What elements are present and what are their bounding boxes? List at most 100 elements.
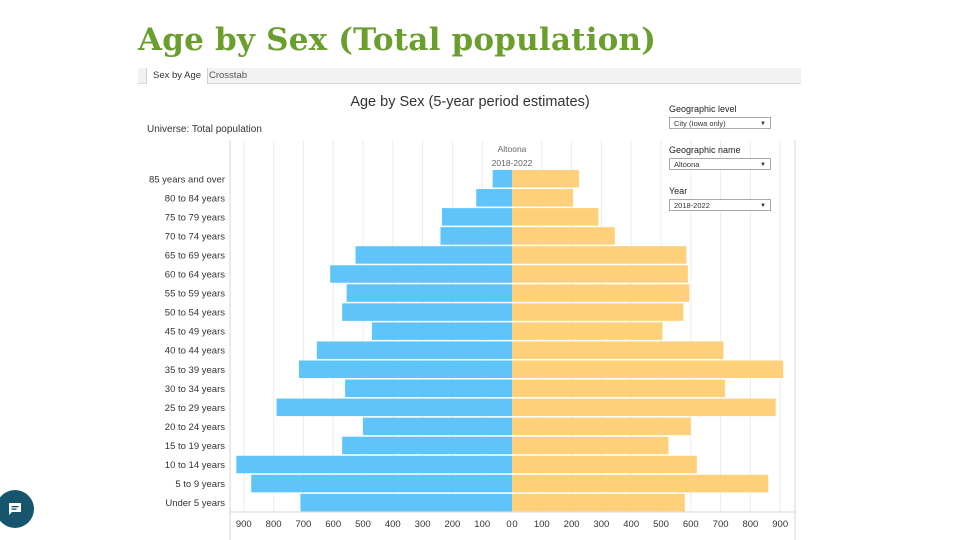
x-tick-label: 100 [474,519,490,530]
slide-title: Age by Sex (Total population) [138,22,657,58]
bar-male[interactable] [355,246,512,264]
chart-subtitle: Universe: Total population [147,124,262,135]
x-tick-label: 900 [236,519,252,530]
x-tick-label: 200 [564,519,580,530]
y-category-label: 65 to 69 years [165,250,225,261]
y-category-label: 75 to 79 years [165,212,225,223]
bar-male[interactable] [371,322,512,340]
x-tick-label: 900 [772,519,788,530]
bar-male[interactable] [236,455,512,474]
x-tick-label: 0 [512,519,517,530]
bar-female[interactable] [512,436,669,455]
y-category-label: 10 to 14 years [165,460,225,471]
y-category-label: 40 to 44 years [165,346,225,357]
x-tick-label: 300 [415,519,431,530]
bar-female[interactable] [512,284,690,302]
year-label: Year [669,186,688,196]
geographic-name-select[interactable]: Altoona ▼ [669,158,771,170]
bar-female[interactable] [512,493,685,512]
bar-female[interactable] [512,303,684,321]
bar-female[interactable] [512,246,687,264]
bar-female[interactable] [512,474,769,493]
bar-female[interactable] [512,417,691,436]
tab-sex-by-age[interactable]: Sex by Age [146,68,209,84]
geographic-level-label: Geographic level [669,104,737,114]
bar-female[interactable] [512,341,724,359]
bar-male[interactable] [476,189,512,207]
y-category-label: 80 to 84 years [165,193,225,204]
x-tick-label: 700 [295,519,311,530]
x-tick-label: 400 [385,519,401,530]
labels-layer: 900 800 700 600 500 400 300 200 100 0 0 100 200 300 40… [149,174,788,530]
x-tick-label: 0 [506,519,511,530]
bars-layer [236,170,784,512]
x-tick-label: 700 [713,519,729,530]
bar-male[interactable] [346,284,512,302]
bar-male[interactable] [492,170,512,188]
y-category-label: 70 to 74 years [165,231,225,242]
y-category-label: 20 to 24 years [165,422,225,433]
bar-female[interactable] [512,360,784,379]
chevron-down-icon: ▼ [760,203,766,209]
y-category-label: Under 5 years [165,498,225,509]
y-category-label: 25 to 29 years [165,403,225,414]
x-tick-label: 100 [534,519,550,530]
x-tick-label: 400 [623,519,639,530]
bar-male[interactable] [342,303,512,321]
bar-female[interactable] [512,322,663,340]
bar-male[interactable] [276,398,512,417]
x-tick-label: 500 [355,519,371,530]
bar-male[interactable] [342,436,512,455]
bar-female[interactable] [512,208,599,226]
bar-male[interactable] [330,265,512,283]
chevron-down-icon: ▼ [760,121,766,127]
chevron-down-icon: ▼ [760,162,766,168]
y-category-label: 60 to 64 years [165,270,225,281]
x-tick-label: 600 [683,519,699,530]
y-category-label: 55 to 59 years [165,289,225,300]
x-tick-label: 300 [593,519,609,530]
x-tick-label: 800 [742,519,758,530]
bar-female[interactable] [512,170,580,188]
bar-male[interactable] [345,379,512,398]
geographic-name-value: Altoona [674,160,700,169]
geographic-name-label: Geographic name [669,145,741,155]
header-period: 2018-2022 [492,158,533,168]
y-category-label: 15 to 19 years [165,441,225,452]
bar-male[interactable] [363,417,512,436]
bar-male[interactable] [298,360,512,379]
year-value: 2018-2022 [674,201,710,210]
bar-male[interactable] [440,227,512,245]
y-category-label: 5 to 9 years [175,479,225,490]
x-tick-label: 800 [266,519,282,530]
bar-male[interactable] [251,474,512,493]
year-select[interactable]: 2018-2022 ▼ [669,199,771,211]
bar-female[interactable] [512,265,688,283]
y-category-label: 30 to 34 years [165,384,225,395]
y-category-label: 50 to 54 years [165,308,225,319]
chat-button[interactable] [0,490,34,528]
bar-female[interactable] [512,398,776,417]
bar-female[interactable] [512,455,697,474]
geographic-level-value: City (Iowa only) [674,119,726,128]
bar-male[interactable] [300,493,512,512]
x-tick-label: 200 [444,519,460,530]
x-tick-label: 500 [653,519,669,530]
tab-bar: Sex by Age Crosstab [138,68,801,84]
y-category-label: 45 to 49 years [165,327,225,338]
chat-icon [9,503,21,515]
bar-female[interactable] [512,227,615,245]
bar-female[interactable] [512,379,726,398]
geographic-level-select[interactable]: City (Iowa only) ▼ [669,117,771,129]
filter-panel: Geographic level City (Iowa only) ▼ Geog… [669,104,781,227]
x-tick-label: 600 [325,519,341,530]
bar-male[interactable] [316,341,512,359]
bar-female[interactable] [512,189,574,207]
y-category-label: 35 to 39 years [165,365,225,376]
tab-crosstab[interactable]: Crosstab [209,70,248,81]
bar-male[interactable] [441,208,512,226]
header-geo: Altoona [498,144,527,154]
y-category-label: 85 years and over [149,174,225,185]
chart-title: Age by Sex (5-year period estimates) [350,94,589,110]
